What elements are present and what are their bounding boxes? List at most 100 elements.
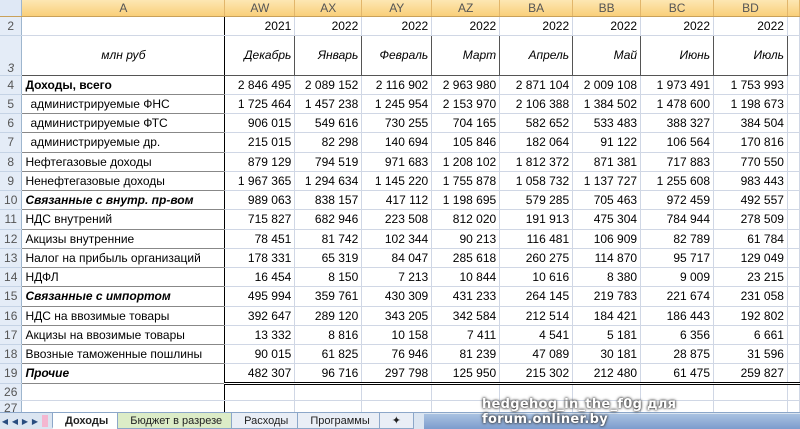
value-cell[interactable]: 31 596	[713, 344, 788, 365]
cell[interactable]	[713, 383, 788, 401]
value-cell[interactable]: 4 541	[499, 325, 574, 346]
column-header[interactable]	[787, 0, 800, 17]
row-number[interactable]: 6	[0, 113, 23, 134]
value-cell[interactable]: 384 504	[713, 113, 788, 134]
value-cell[interactable]: 431 233	[431, 286, 501, 307]
value-cell[interactable]: 983 443	[713, 171, 788, 192]
value-cell[interactable]: 1 967 365	[224, 171, 296, 192]
next-sheet-icon[interactable]: ▶	[21, 416, 29, 426]
cell[interactable]	[787, 113, 800, 134]
value-cell[interactable]: 81 742	[294, 229, 363, 249]
value-cell[interactable]: 182 064	[499, 132, 574, 153]
value-cell[interactable]: 770 550	[713, 152, 788, 172]
value-cell[interactable]: 125 950	[431, 363, 501, 385]
cell[interactable]	[787, 35, 800, 76]
value-cell[interactable]: 794 519	[294, 152, 363, 172]
prev-sheet-icon[interactable]: ◀	[11, 416, 19, 426]
column-header[interactable]: BB	[572, 0, 642, 17]
value-cell[interactable]: 297 798	[361, 363, 433, 385]
year-cell[interactable]: 2022	[713, 16, 788, 36]
value-cell[interactable]: 359 761	[294, 286, 363, 307]
row-number[interactable]: 11	[0, 209, 23, 230]
value-cell[interactable]: 65 319	[294, 248, 363, 269]
value-cell[interactable]: 879 129	[224, 152, 296, 172]
value-cell[interactable]: 95 717	[640, 248, 715, 269]
cell[interactable]	[787, 94, 800, 115]
value-cell[interactable]: 76 946	[361, 344, 433, 365]
cell[interactable]	[640, 383, 715, 401]
tab-split-handle[interactable]	[42, 415, 48, 427]
value-cell[interactable]: 81 239	[431, 344, 501, 365]
value-cell[interactable]: 682 946	[294, 209, 363, 230]
value-cell[interactable]: 8 150	[294, 267, 363, 288]
value-cell[interactable]: 1 294 634	[294, 171, 363, 192]
insert-sheet-icon[interactable]: ✦	[378, 413, 414, 429]
cell[interactable]	[787, 152, 800, 172]
cell[interactable]	[787, 344, 800, 365]
value-cell[interactable]: 140 694	[361, 132, 433, 153]
year-cell[interactable]: 2022	[499, 16, 574, 36]
spreadsheet-grid[interactable]: A AW AX AY AZ BA BB BC BD 2 2021 2022 20…	[0, 0, 800, 416]
value-cell[interactable]: 61 825	[294, 344, 363, 365]
value-cell[interactable]: 533 483	[572, 113, 642, 134]
value-cell[interactable]: 1 457 238	[294, 94, 363, 115]
value-cell[interactable]: 129 049	[713, 248, 788, 269]
row-label-cell[interactable]: Налог на прибыль организаций	[21, 248, 226, 269]
cell[interactable]	[361, 383, 433, 401]
cell[interactable]	[787, 16, 800, 36]
last-sheet-icon[interactable]: ▶	[31, 416, 39, 426]
value-cell[interactable]: 1 198 695	[431, 190, 501, 211]
value-cell[interactable]: 1 145 220	[361, 171, 433, 192]
value-cell[interactable]: 475 304	[572, 209, 642, 230]
value-cell[interactable]: 13 332	[224, 325, 296, 346]
value-cell[interactable]: 96 716	[294, 363, 363, 385]
row-label-cell[interactable]: Доходы, всего	[21, 75, 226, 95]
value-cell[interactable]: 2 846 495	[224, 75, 296, 95]
value-cell[interactable]: 343 205	[361, 306, 433, 326]
value-cell[interactable]: 221 674	[640, 286, 715, 307]
value-cell[interactable]: 231 058	[713, 286, 788, 307]
value-cell[interactable]: 82 789	[640, 229, 715, 249]
cell[interactable]	[499, 383, 574, 401]
value-cell[interactable]: 430 309	[361, 286, 433, 307]
value-cell[interactable]: 47 089	[499, 344, 574, 365]
row-number[interactable]: 14	[0, 267, 23, 288]
month-cell[interactable]: Июнь	[640, 34, 715, 76]
cell[interactable]	[787, 267, 800, 288]
value-cell[interactable]: 289 120	[294, 306, 363, 326]
value-cell[interactable]: 16 454	[224, 267, 296, 288]
row-number[interactable]: 7	[0, 132, 23, 153]
value-cell[interactable]: 215 015	[224, 132, 296, 153]
value-cell[interactable]: 223 508	[361, 209, 433, 230]
cell[interactable]	[294, 383, 363, 401]
row-number[interactable]: 5	[0, 94, 23, 115]
row-number[interactable]: 4	[0, 75, 23, 95]
cell[interactable]	[787, 171, 800, 192]
cell[interactable]	[431, 383, 501, 401]
value-cell[interactable]: 91 122	[572, 132, 642, 153]
value-cell[interactable]: 730 255	[361, 113, 433, 134]
column-header[interactable]: BD	[713, 0, 788, 17]
value-cell[interactable]: 186 443	[640, 306, 715, 326]
value-cell[interactable]: 105 846	[431, 132, 501, 153]
select-all-button[interactable]	[0, 0, 23, 17]
row-number[interactable]: 26	[0, 383, 23, 401]
row-number[interactable]: 18	[0, 344, 23, 365]
value-cell[interactable]: 259 827	[713, 363, 788, 385]
value-cell[interactable]: 717 883	[640, 152, 715, 172]
value-cell[interactable]: 10 158	[361, 325, 433, 346]
first-sheet-icon[interactable]: ◀	[1, 416, 9, 426]
value-cell[interactable]: 5 181	[572, 325, 642, 346]
cell[interactable]	[787, 209, 800, 230]
value-cell[interactable]: 78 451	[224, 229, 296, 249]
cell[interactable]	[787, 229, 800, 249]
cell[interactable]	[787, 383, 800, 401]
row-number[interactable]: 2	[0, 16, 23, 36]
value-cell[interactable]: 838 157	[294, 190, 363, 211]
cell[interactable]	[787, 306, 800, 326]
month-cell[interactable]: Апрель	[499, 34, 574, 76]
value-cell[interactable]: 492 557	[713, 190, 788, 211]
value-cell[interactable]: 482 307	[224, 363, 296, 385]
cell[interactable]	[787, 190, 800, 211]
value-cell[interactable]: 23 215	[713, 267, 788, 288]
